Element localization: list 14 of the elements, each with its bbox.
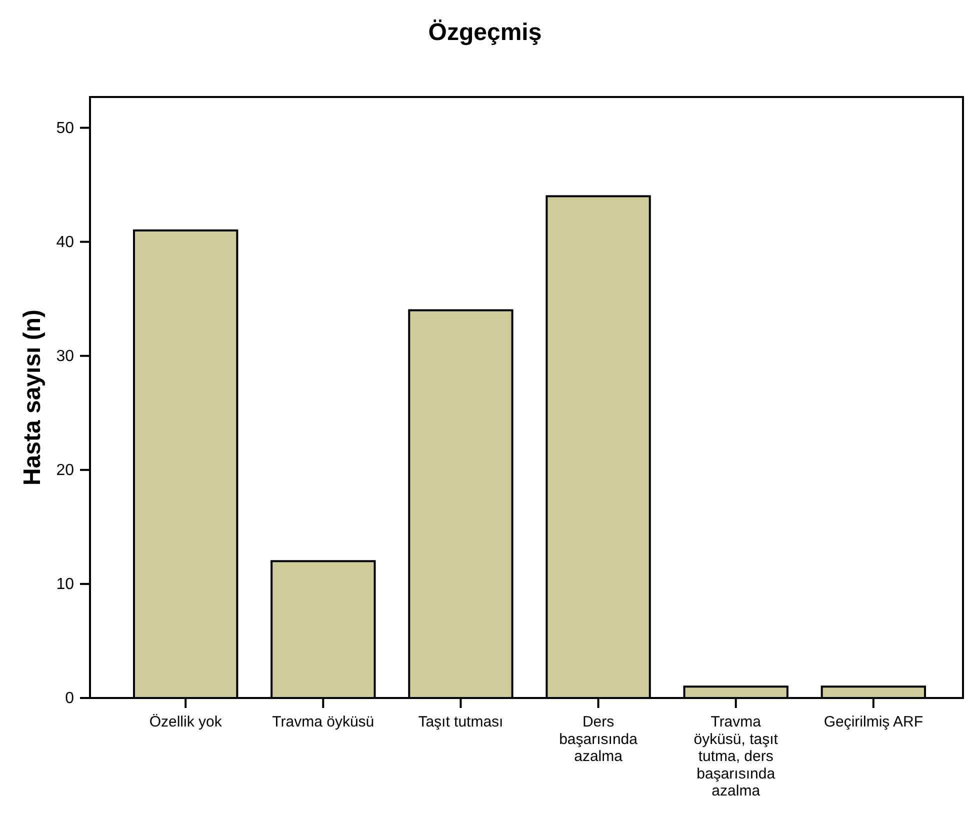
x-tick-label: Taşıt tutması	[418, 714, 504, 731]
x-tick-label: Geçirilmiş ARF	[824, 714, 923, 731]
x-tick-label: Travma öyküsü, taşıt tutma, ders başarısında azalma	[694, 714, 779, 800]
x-tick-label: Ders başarısında azalma	[559, 714, 638, 766]
y-axis-title: Hasta sayısı (n)	[19, 309, 46, 486]
y-tick-label: 30	[56, 348, 74, 365]
y-tick-label: 40	[56, 234, 74, 251]
y-tick-label: 0	[65, 690, 74, 708]
y-tick-label: 20	[56, 462, 74, 480]
x-tick-label: Özellik yok	[149, 714, 222, 731]
chart-title: Özgeçmiş	[428, 19, 542, 46]
y-tick-label: 10	[56, 576, 74, 594]
x-tick-label: Travma öyküsü	[272, 714, 374, 731]
y-tick-label: 50	[56, 120, 74, 137]
